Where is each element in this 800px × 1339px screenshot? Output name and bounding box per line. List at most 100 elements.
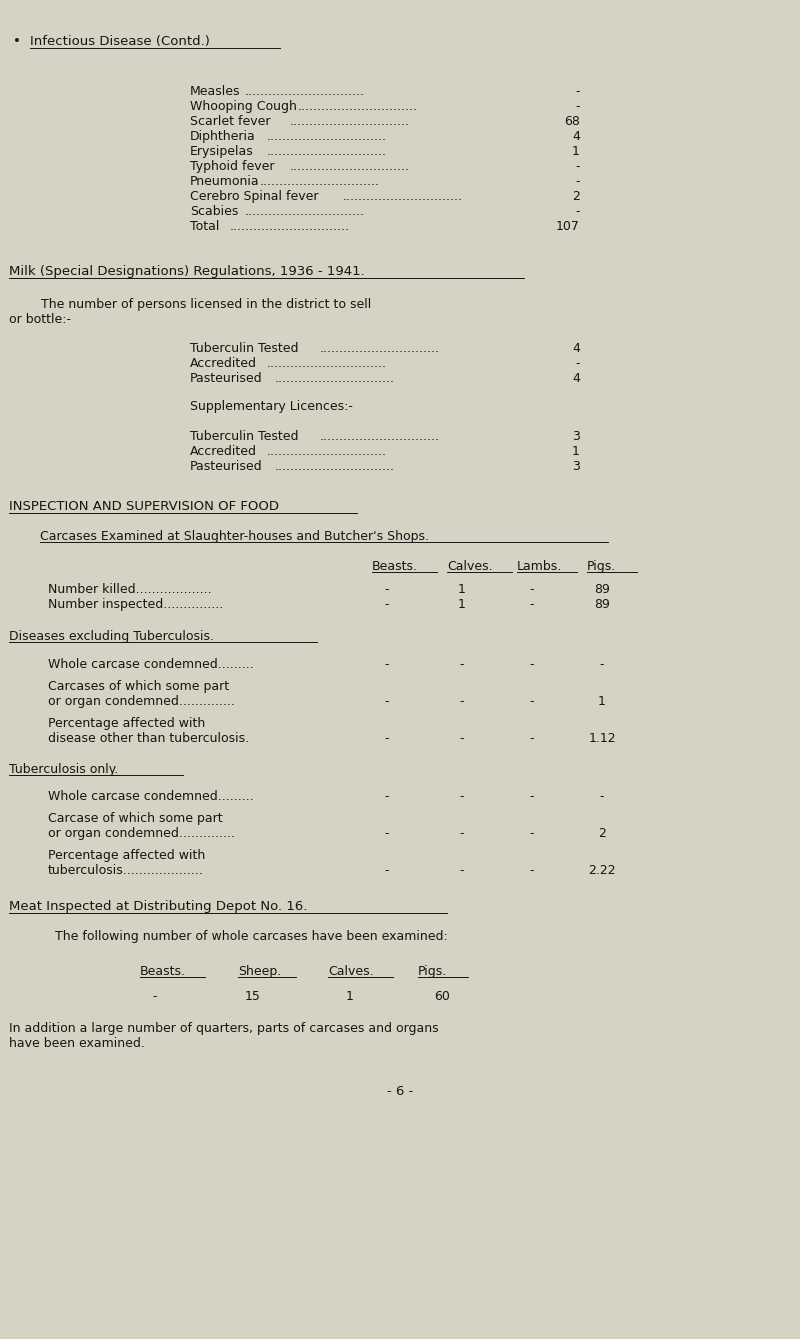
Text: Sheep.: Sheep. (238, 965, 282, 977)
Text: 1: 1 (572, 145, 580, 158)
Text: -: - (530, 657, 534, 671)
Text: ..............................: .............................. (290, 159, 410, 173)
Text: Carcases of which some part: Carcases of which some part (48, 680, 229, 694)
Text: ..............................: .............................. (267, 145, 387, 158)
Text: -: - (385, 828, 390, 840)
Text: -: - (575, 100, 580, 112)
Text: ..............................: .............................. (274, 461, 394, 473)
Text: Cerebro Spinal fever: Cerebro Spinal fever (190, 190, 318, 204)
Text: Pigs.: Pigs. (587, 560, 616, 573)
Text: -: - (600, 790, 604, 803)
Text: 2: 2 (572, 190, 580, 204)
Text: -: - (385, 599, 390, 611)
Text: ..............................: .............................. (320, 430, 440, 443)
Text: Diseases excluding Tuberculosis.: Diseases excluding Tuberculosis. (9, 631, 214, 643)
Text: -: - (575, 159, 580, 173)
Text: Measles: Measles (190, 84, 241, 98)
Text: -: - (385, 732, 390, 744)
Text: The following number of whole carcases have been examined:: The following number of whole carcases h… (55, 931, 448, 943)
Text: Carcases Examined at Slaughter-houses and Butcher's Shops.: Carcases Examined at Slaughter-houses an… (40, 530, 429, 544)
Text: Tuberculin Tested: Tuberculin Tested (190, 430, 298, 443)
Text: 89: 89 (594, 582, 610, 596)
Text: Pasteurised: Pasteurised (190, 461, 262, 473)
Text: -: - (385, 790, 390, 803)
Text: Pigs.: Pigs. (418, 965, 447, 977)
Text: Calves.: Calves. (447, 560, 493, 573)
Text: 2: 2 (598, 828, 606, 840)
Text: -: - (575, 175, 580, 187)
Text: Meat Inspected at Distributing Depot No. 16.: Meat Inspected at Distributing Depot No.… (9, 900, 307, 913)
Text: 1.12: 1.12 (588, 732, 616, 744)
Text: ..............................: .............................. (267, 445, 387, 458)
Text: Number inspected...............: Number inspected............... (48, 599, 223, 611)
Text: Whooping Cough: Whooping Cough (190, 100, 297, 112)
Text: -: - (530, 790, 534, 803)
Text: ..............................: .............................. (290, 115, 410, 129)
Text: Scabies: Scabies (190, 205, 238, 218)
Text: •: • (13, 35, 21, 48)
Text: Number killed...................: Number killed................... (48, 582, 212, 596)
Text: 4: 4 (572, 341, 580, 355)
Text: 15: 15 (245, 990, 261, 1003)
Text: ..............................: .............................. (230, 220, 350, 233)
Text: 1: 1 (572, 445, 580, 458)
Text: ..............................: .............................. (267, 358, 387, 370)
Text: -: - (460, 790, 464, 803)
Text: Supplementary Licences:-: Supplementary Licences:- (190, 400, 353, 412)
Text: Beasts.: Beasts. (140, 965, 186, 977)
Text: 4: 4 (572, 372, 580, 386)
Text: -: - (575, 205, 580, 218)
Text: 1: 1 (458, 582, 466, 596)
Text: -: - (460, 657, 464, 671)
Text: -: - (385, 695, 390, 708)
Text: ..............................: .............................. (245, 84, 365, 98)
Text: -: - (460, 695, 464, 708)
Text: Pasteurised: Pasteurised (190, 372, 262, 386)
Text: disease other than tuberculosis.: disease other than tuberculosis. (48, 732, 249, 744)
Text: or bottle:-: or bottle:- (9, 313, 71, 325)
Text: The number of persons licensed in the district to sell: The number of persons licensed in the di… (9, 299, 371, 311)
Text: -: - (530, 599, 534, 611)
Text: Whole carcase condemned.........: Whole carcase condemned......... (48, 657, 254, 671)
Text: Tuberculin Tested: Tuberculin Tested (190, 341, 298, 355)
Text: ..............................: .............................. (260, 175, 380, 187)
Text: 60: 60 (434, 990, 450, 1003)
Text: Total: Total (190, 220, 219, 233)
Text: 1: 1 (598, 695, 606, 708)
Text: 3: 3 (572, 461, 580, 473)
Text: -: - (530, 828, 534, 840)
Text: -: - (530, 864, 534, 877)
Text: -: - (460, 828, 464, 840)
Text: Percentage affected with: Percentage affected with (48, 849, 206, 862)
Text: -: - (460, 732, 464, 744)
Text: ..............................: .............................. (320, 341, 440, 355)
Text: INSPECTION AND SUPERVISION OF FOOD: INSPECTION AND SUPERVISION OF FOOD (9, 499, 279, 513)
Text: tuberculosis....................: tuberculosis.................... (48, 864, 204, 877)
Text: -: - (575, 358, 580, 370)
Text: Percentage affected with: Percentage affected with (48, 716, 206, 730)
Text: ..............................: .............................. (274, 372, 394, 386)
Text: have been examined.: have been examined. (9, 1036, 145, 1050)
Text: 1: 1 (346, 990, 354, 1003)
Text: Scarlet fever: Scarlet fever (190, 115, 270, 129)
Text: -: - (153, 990, 158, 1003)
Text: ..............................: .............................. (297, 100, 417, 112)
Text: 89: 89 (594, 599, 610, 611)
Text: Typhoid fever: Typhoid fever (190, 159, 274, 173)
Text: 4: 4 (572, 130, 580, 143)
Text: Calves.: Calves. (328, 965, 374, 977)
Text: or organ condemned..............: or organ condemned.............. (48, 695, 235, 708)
Text: -: - (385, 582, 390, 596)
Text: Whole carcase condemned.........: Whole carcase condemned......... (48, 790, 254, 803)
Text: -: - (600, 657, 604, 671)
Text: -: - (460, 864, 464, 877)
Text: 3: 3 (572, 430, 580, 443)
Text: -: - (530, 695, 534, 708)
Text: 107: 107 (556, 220, 580, 233)
Text: Pneumonia: Pneumonia (190, 175, 260, 187)
Text: 1: 1 (458, 599, 466, 611)
Text: or organ condemned..............: or organ condemned.............. (48, 828, 235, 840)
Text: -: - (575, 84, 580, 98)
Text: Infectious Disease (Contd.): Infectious Disease (Contd.) (30, 35, 210, 48)
Text: ..............................: .............................. (267, 130, 387, 143)
